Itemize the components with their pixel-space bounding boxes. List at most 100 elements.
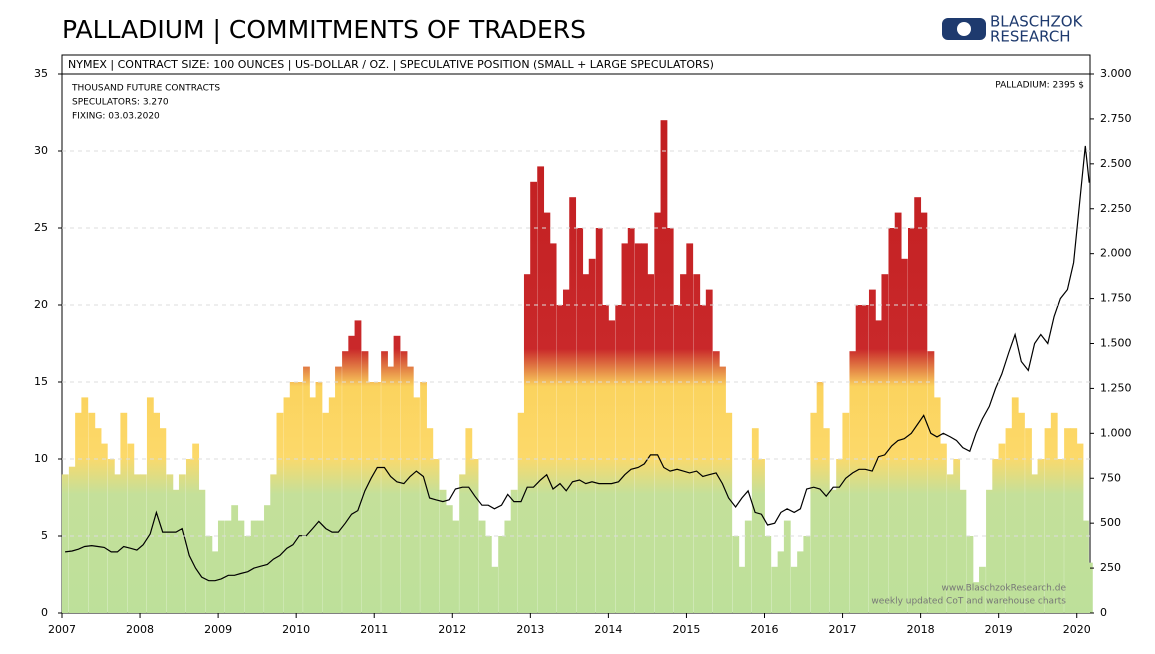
x-tick-label: 2018 [907, 623, 935, 636]
bar [816, 382, 824, 613]
bar [231, 505, 239, 613]
logo-text: BLASCHZOK [990, 13, 1084, 31]
x-tick-label: 2010 [282, 623, 310, 636]
bar [725, 412, 733, 613]
y2-tick-label: 0 [1100, 606, 1107, 619]
bar [686, 243, 694, 613]
bar [1005, 428, 1013, 613]
bar [654, 212, 662, 613]
bar [712, 351, 720, 613]
bar [237, 520, 245, 613]
bar [627, 228, 635, 613]
y-tick-label: 5 [41, 529, 48, 542]
bar [100, 443, 108, 613]
bar [127, 443, 135, 613]
bar [192, 443, 200, 613]
bar [315, 382, 323, 613]
bar [562, 289, 570, 613]
bar [68, 466, 76, 613]
bar [296, 382, 303, 613]
y2-tick-label: 1.250 [1100, 381, 1132, 394]
bar [979, 566, 986, 613]
bar [1050, 412, 1058, 613]
y-tick-label: 25 [34, 221, 48, 234]
bar [940, 443, 947, 613]
bar [387, 366, 395, 613]
bar [888, 228, 896, 613]
y-tick-label: 0 [41, 606, 48, 619]
bar [875, 320, 883, 613]
bar [771, 566, 779, 613]
bar [471, 459, 479, 613]
y-tick-label: 30 [34, 144, 48, 157]
bar [673, 305, 681, 613]
bar [205, 536, 213, 613]
bar [1070, 428, 1078, 613]
y2-tick-label: 1.750 [1100, 292, 1132, 305]
bar [114, 474, 121, 613]
bar [393, 335, 401, 613]
x-tick-label: 2016 [751, 623, 779, 636]
bar [595, 228, 603, 613]
chart-title: PALLADIUM | COMMITMENTS OF TRADERS [62, 15, 586, 44]
bar [680, 274, 687, 613]
x-tick-label: 2011 [360, 623, 388, 636]
bar [452, 520, 459, 613]
bar [484, 536, 492, 613]
bar [797, 551, 804, 613]
bar [432, 459, 440, 613]
bar [855, 305, 863, 613]
bar [270, 474, 278, 613]
bar [543, 212, 551, 613]
y2-tick-label: 250 [1100, 561, 1121, 574]
bar [75, 412, 82, 613]
bar [764, 536, 772, 613]
bar [264, 505, 271, 613]
bar [933, 397, 941, 613]
bar [849, 351, 857, 613]
bar [465, 428, 473, 613]
bar [225, 520, 232, 613]
bar [1076, 443, 1084, 613]
bar [1082, 520, 1089, 613]
bar [569, 197, 577, 613]
annotation: SPECULATORS: 3.270 [72, 98, 169, 108]
bar [211, 551, 219, 613]
bar [178, 474, 186, 613]
bar [120, 412, 128, 613]
bar [445, 505, 453, 613]
price-line [65, 145, 1090, 582]
bar [576, 228, 584, 613]
bar [621, 243, 629, 613]
y2-tick-label: 2.000 [1100, 247, 1132, 260]
y2-tick-label: 1.500 [1100, 337, 1132, 350]
logo: BLASCHZOK RESEARCH [942, 13, 1084, 46]
bar [803, 536, 811, 613]
bar [842, 412, 850, 613]
y2-tick-label: 500 [1100, 516, 1121, 529]
subtitle: NYMEX | CONTRACT SIZE: 100 OUNCES | US-D… [68, 58, 714, 71]
bar [1018, 412, 1025, 613]
bar [354, 320, 362, 613]
bar [185, 459, 193, 613]
bar [959, 489, 967, 613]
bar [641, 243, 648, 613]
x-tick-label: 2019 [985, 623, 1013, 636]
plot [61, 120, 1093, 614]
bar [1044, 428, 1052, 613]
annotation: FIXING: 03.03.2020 [72, 112, 160, 122]
bar [328, 397, 336, 613]
bar [361, 351, 369, 613]
bar [146, 397, 154, 613]
bar [374, 382, 381, 613]
x-tick-label: 2020 [1063, 623, 1091, 636]
bar [289, 382, 297, 613]
bar [426, 428, 434, 613]
bar [822, 428, 830, 613]
bar [159, 428, 167, 613]
bar [530, 181, 538, 614]
y-tick-label: 35 [34, 67, 48, 80]
bar [1085, 562, 1093, 613]
bar [966, 536, 974, 613]
bar [972, 582, 980, 613]
